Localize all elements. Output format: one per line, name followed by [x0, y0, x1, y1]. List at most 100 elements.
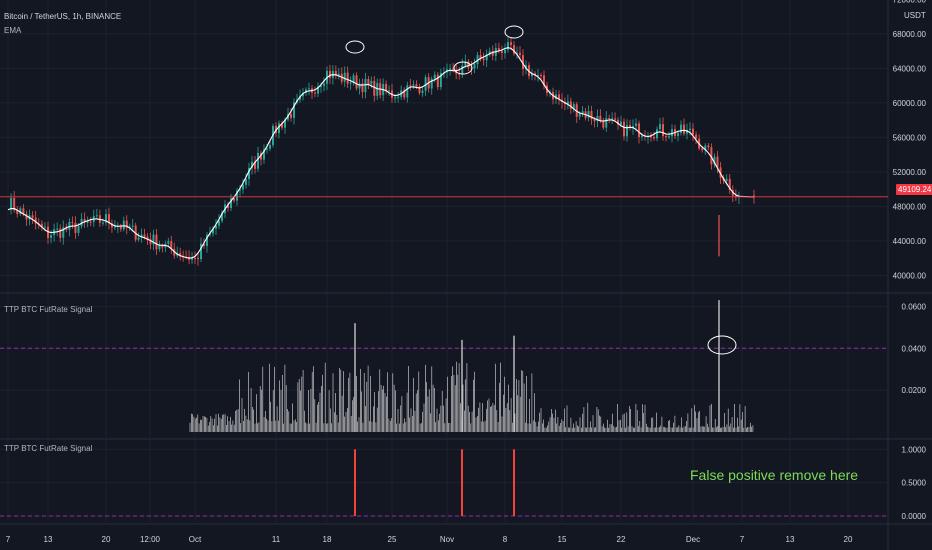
candle-body — [388, 90, 391, 92]
candle-body — [656, 129, 658, 139]
candle-body — [299, 96, 301, 100]
candle-body — [470, 67, 473, 69]
candle-body — [19, 208, 22, 214]
candle-body — [482, 58, 485, 61]
candle-body — [320, 85, 322, 87]
candle-body — [245, 178, 247, 185]
candle-body — [337, 73, 340, 76]
candle-body — [638, 123, 640, 138]
candle-body — [68, 222, 71, 230]
x-tick-label: 22 — [617, 535, 626, 544]
candle-body — [65, 227, 68, 230]
candle-body — [77, 226, 80, 233]
candle-body — [695, 134, 698, 139]
candle-body — [334, 70, 337, 76]
candle-body — [143, 234, 146, 237]
candle-body — [461, 65, 464, 75]
candle-body — [659, 124, 661, 130]
candle-body — [491, 51, 494, 56]
candle-body — [62, 227, 65, 238]
candle-body — [504, 49, 506, 54]
candle-body — [254, 161, 256, 169]
x-tick-label: Nov — [440, 535, 454, 544]
annotation-text: False positive remove here — [690, 467, 859, 483]
candle-body — [525, 65, 527, 70]
candle-body — [56, 228, 59, 230]
x-tick-label: 20 — [844, 535, 853, 544]
y-tick-label: 48000.00 — [893, 202, 927, 211]
candle-body — [370, 80, 373, 85]
candle-body — [179, 253, 182, 257]
candle-body — [488, 51, 491, 55]
y-tick-label: 68000.00 — [893, 30, 927, 39]
candle-body — [725, 178, 728, 181]
candle-body — [355, 75, 358, 89]
candle-body — [101, 222, 104, 224]
candle-body — [349, 82, 352, 84]
y-tick-label: 64000.00 — [893, 64, 927, 73]
candle-body — [302, 93, 304, 97]
candle-body — [137, 237, 140, 240]
candle-body — [418, 86, 421, 93]
current-price-tag: 49109.24 — [896, 184, 932, 195]
candle-body — [513, 45, 515, 54]
candle-body — [537, 75, 539, 77]
candle-body — [266, 148, 268, 150]
candle-body — [278, 123, 280, 134]
candle-body — [22, 208, 25, 214]
candle-body — [110, 223, 113, 228]
candle-body — [212, 228, 214, 234]
candle-body — [80, 218, 83, 227]
candle-body — [43, 226, 46, 228]
candle-body — [47, 226, 49, 238]
candle-body — [167, 241, 170, 244]
candle-body — [569, 101, 572, 109]
candle-body — [281, 123, 283, 128]
x-tick-label: 13 — [44, 535, 53, 544]
candle-body — [599, 115, 602, 121]
candle-body — [653, 136, 655, 139]
candle-body — [122, 220, 125, 230]
candle-body — [25, 213, 28, 220]
candle-body — [662, 124, 664, 137]
candle-body — [242, 184, 244, 190]
signal-bars — [189, 361, 754, 432]
candle-body — [650, 136, 652, 138]
candle-body — [531, 73, 533, 77]
candle-body — [361, 83, 364, 93]
candle-body — [131, 225, 134, 227]
candle-body — [95, 215, 98, 217]
candle-body — [140, 234, 143, 238]
candle-body — [248, 167, 250, 179]
symbol-title: Bitcoin / TetherUS, 1h, BINANCE — [4, 12, 122, 21]
candle-body — [558, 94, 560, 100]
x-tick-label: 7 — [6, 535, 11, 544]
candle-body — [430, 78, 433, 89]
candle-body — [403, 90, 406, 98]
candle-body — [464, 61, 467, 66]
candle-body — [290, 114, 292, 118]
candle-body — [105, 214, 107, 223]
candle-body — [158, 245, 161, 250]
candle-body — [689, 128, 691, 131]
candle-body — [119, 225, 122, 230]
candle-body — [596, 115, 599, 122]
candle-body — [83, 218, 86, 222]
annotation-circle — [345, 40, 365, 54]
candle-body — [677, 132, 679, 136]
candle-body — [617, 119, 620, 125]
signal-spike — [461, 449, 463, 516]
candle-body — [608, 118, 611, 120]
candle-body — [485, 54, 488, 61]
y-tick-label: 52000.00 — [893, 168, 927, 177]
candle-body — [227, 204, 229, 209]
candle-body — [704, 145, 707, 151]
annotation-circle — [504, 25, 524, 39]
candle-body — [713, 156, 716, 165]
candle-body — [449, 68, 452, 70]
ema-line — [7, 47, 755, 259]
candle-body — [314, 92, 316, 94]
candle-body — [543, 75, 545, 86]
